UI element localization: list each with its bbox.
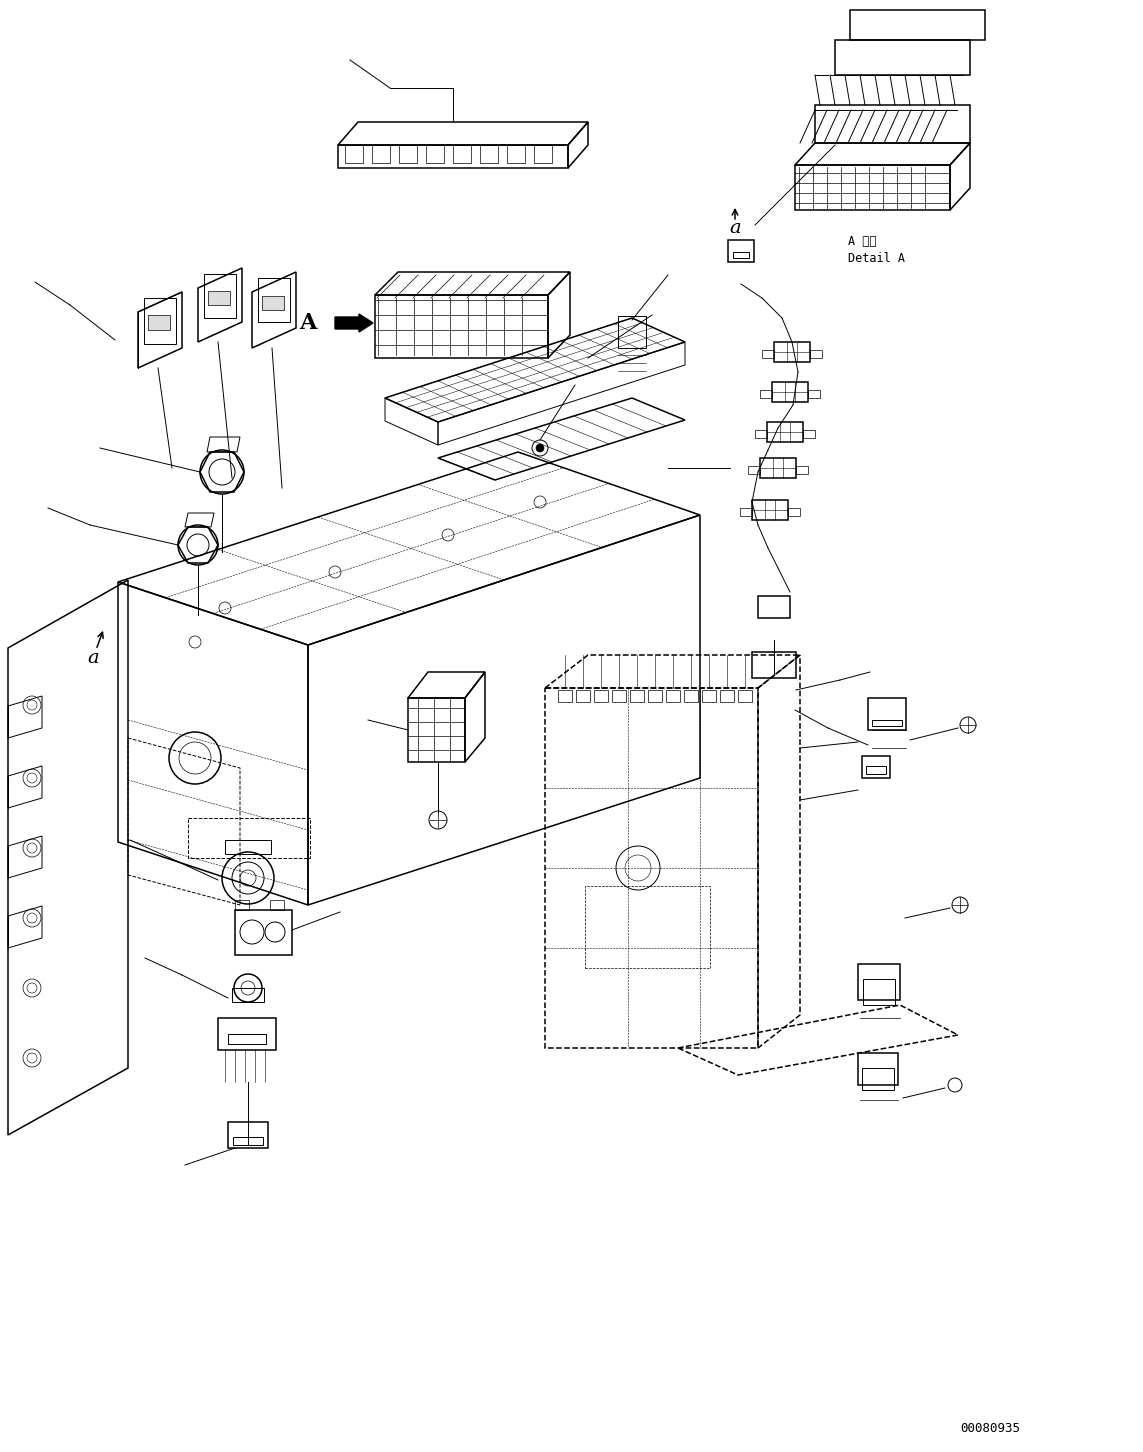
Bar xyxy=(868,698,906,730)
Bar xyxy=(862,1069,894,1090)
Bar xyxy=(752,652,796,678)
Text: A: A xyxy=(299,312,317,334)
Bar xyxy=(762,350,774,359)
Bar xyxy=(796,466,808,473)
Bar xyxy=(630,690,644,701)
Bar xyxy=(740,508,752,515)
Bar xyxy=(480,145,498,163)
Bar xyxy=(863,979,895,1005)
Bar xyxy=(760,391,772,398)
Bar xyxy=(262,296,283,309)
Bar xyxy=(720,690,734,701)
Bar xyxy=(203,274,235,318)
Bar xyxy=(808,391,820,398)
Bar xyxy=(618,317,646,348)
Bar xyxy=(862,756,890,778)
Bar xyxy=(858,964,900,1000)
Bar xyxy=(788,508,800,515)
Bar xyxy=(758,595,790,619)
Bar xyxy=(227,1122,267,1149)
Bar xyxy=(258,277,290,322)
Text: 00080935: 00080935 xyxy=(960,1422,1020,1435)
Bar xyxy=(858,1053,898,1085)
Bar xyxy=(872,720,902,726)
Bar xyxy=(371,145,390,163)
Text: Detail A: Detail A xyxy=(848,253,905,266)
Bar xyxy=(804,430,815,439)
Text: a: a xyxy=(87,649,98,666)
Bar xyxy=(507,145,525,163)
Text: a: a xyxy=(729,219,741,237)
FancyArrow shape xyxy=(335,314,373,333)
Bar xyxy=(728,240,754,261)
Bar xyxy=(594,690,608,701)
Bar xyxy=(585,886,710,968)
Bar xyxy=(453,145,471,163)
Bar xyxy=(576,690,590,701)
Bar xyxy=(733,253,749,258)
Bar xyxy=(738,690,752,701)
Bar xyxy=(232,987,264,1002)
Bar xyxy=(233,1137,263,1146)
Bar xyxy=(147,315,170,330)
Bar xyxy=(558,690,572,701)
Bar xyxy=(612,690,626,701)
Bar xyxy=(648,690,662,701)
Bar xyxy=(684,690,698,701)
Bar xyxy=(748,466,760,473)
Circle shape xyxy=(536,444,544,452)
Text: A 詳細: A 詳細 xyxy=(848,235,877,248)
Bar xyxy=(270,900,283,910)
Bar xyxy=(866,767,886,774)
Bar xyxy=(235,900,249,910)
Bar xyxy=(666,690,680,701)
Bar xyxy=(218,1018,275,1050)
Bar xyxy=(702,690,716,701)
Bar xyxy=(227,1034,266,1044)
Bar xyxy=(534,145,552,163)
Bar xyxy=(345,145,363,163)
Bar xyxy=(810,350,822,359)
Bar xyxy=(399,145,417,163)
Bar xyxy=(208,290,230,305)
Bar xyxy=(756,430,767,439)
Bar xyxy=(225,841,271,854)
Bar xyxy=(144,298,176,344)
Bar xyxy=(426,145,443,163)
